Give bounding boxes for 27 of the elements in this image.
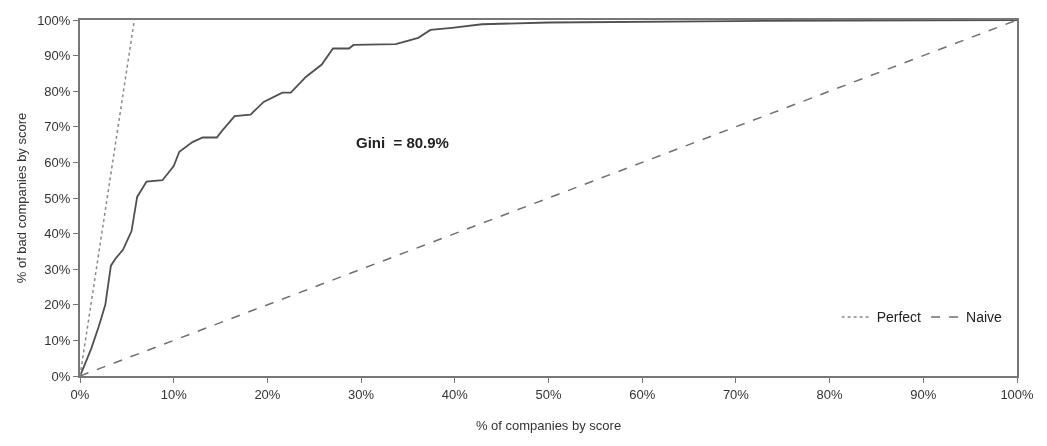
y-tick-label: 30% bbox=[44, 261, 71, 277]
y-tick-label: 100% bbox=[37, 12, 71, 28]
legend-label: Perfect bbox=[876, 309, 922, 326]
annotation: Gini = 80.9% bbox=[356, 134, 449, 151]
y-tick-label: 20% bbox=[44, 297, 71, 313]
x-tick-label: 80% bbox=[816, 386, 844, 402]
x-tick-label: 60% bbox=[629, 386, 656, 402]
y-tick-label: 80% bbox=[44, 83, 71, 99]
x-tick-label: 100% bbox=[1000, 386, 1035, 402]
y-tick-label: 50% bbox=[44, 190, 71, 206]
y-tick-label: 60% bbox=[44, 154, 71, 170]
x-tick-label: 90% bbox=[910, 386, 937, 402]
x-tick-label: 0% bbox=[70, 386, 90, 402]
x-tick-label: 30% bbox=[348, 386, 375, 402]
y-tick-label: 0% bbox=[51, 368, 71, 384]
y-tick-label: 40% bbox=[44, 226, 71, 242]
x-tick-label: 70% bbox=[722, 386, 750, 402]
x-tick-label: 20% bbox=[254, 386, 281, 402]
x-axis-title: % of companies by score bbox=[475, 417, 622, 433]
x-tick-label: 40% bbox=[441, 386, 469, 402]
x-tick-label: 10% bbox=[160, 386, 188, 402]
x-tick-label: 50% bbox=[535, 386, 562, 402]
y-tick-label: 90% bbox=[44, 48, 71, 64]
y-tick-label: 10% bbox=[44, 332, 71, 348]
y-tick-label: 70% bbox=[44, 119, 71, 135]
legend-label: Naive bbox=[966, 309, 1003, 326]
y-axis-title: % of bad companies by score bbox=[13, 112, 29, 284]
